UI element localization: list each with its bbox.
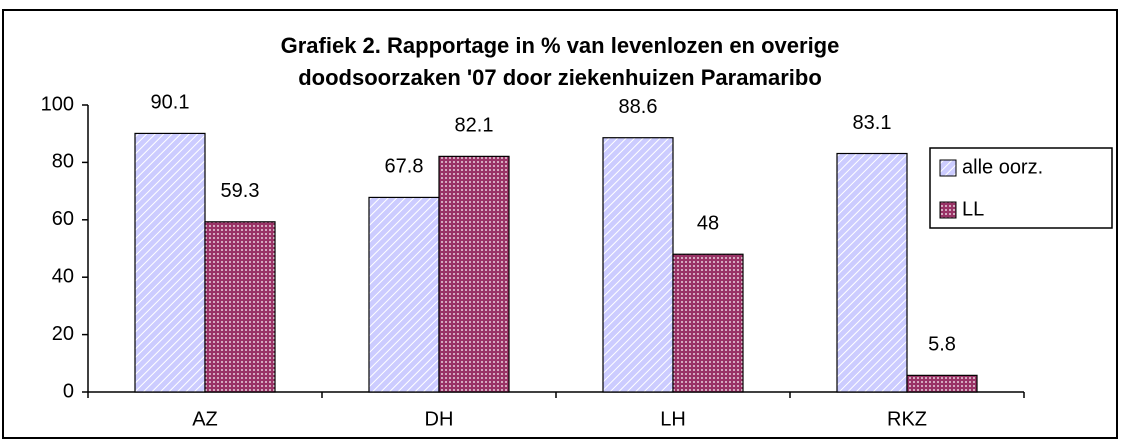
value-label: 82.1 <box>455 115 494 137</box>
y-tick-label: 20 <box>52 323 74 345</box>
x-tick-label: RKZ <box>887 408 927 430</box>
bar <box>438 155 510 393</box>
value-label: 48 <box>697 213 719 235</box>
y-tick-label: 40 <box>52 265 74 287</box>
y-tick-label: 80 <box>52 151 74 173</box>
bar <box>602 137 674 393</box>
value-label: 5.8 <box>928 334 956 356</box>
bar <box>368 196 440 393</box>
y-tick-label: 60 <box>52 208 74 230</box>
legend-swatch <box>939 159 957 177</box>
bar <box>204 221 276 393</box>
bar <box>836 152 908 393</box>
legend-swatch <box>939 201 957 219</box>
chart-title: Grafiek 2. Rapportage in % van levenloze… <box>281 33 840 58</box>
chart-border <box>2 9 1118 439</box>
y-tick-label: 100 <box>41 93 74 115</box>
x-tick-label: LH <box>660 408 686 430</box>
bar <box>906 374 978 393</box>
bar <box>672 253 744 393</box>
bar <box>134 132 206 393</box>
legend-box <box>929 147 1113 229</box>
value-label: 88.6 <box>619 96 658 118</box>
legend-label: alle oorz. <box>962 156 1043 178</box>
y-tick-label: 0 <box>63 380 74 402</box>
value-label: 67.8 <box>385 156 424 178</box>
x-tick-label: DH <box>425 408 454 430</box>
x-tick-label: AZ <box>192 408 218 430</box>
legend-label: LL <box>962 198 984 220</box>
value-label: 59.3 <box>221 180 260 202</box>
chart-title: doodsoorzaken '07 door ziekenhuizen Para… <box>298 65 822 90</box>
value-label: 90.1 <box>151 92 190 114</box>
value-label: 83.1 <box>853 112 892 134</box>
